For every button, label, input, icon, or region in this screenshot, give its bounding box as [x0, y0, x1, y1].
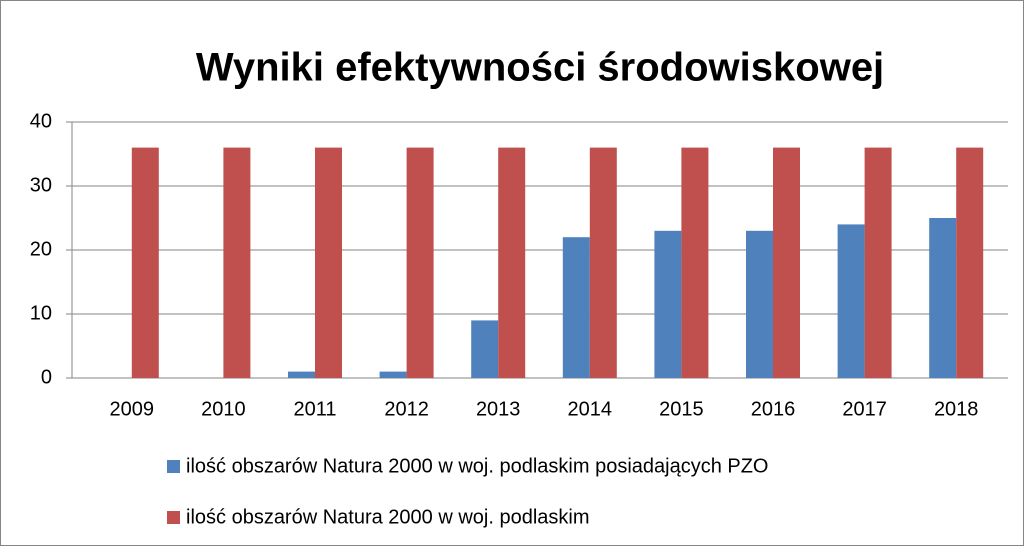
bar: [498, 147, 526, 378]
bar: [746, 230, 773, 378]
x-tick-label: 2017: [842, 398, 887, 420]
y-tick-label: 0: [41, 366, 52, 388]
legend-label: ilość obszarów Natura 2000 w woj. podlas…: [186, 455, 769, 477]
x-tick-label: 2012: [384, 398, 429, 420]
bar: [379, 371, 407, 378]
chart-title: Wyniki efektywności środowiskowej: [196, 46, 884, 90]
legend-swatch: [167, 460, 180, 473]
bar: [131, 147, 159, 378]
x-tick-label: 2010: [201, 398, 246, 420]
x-tick-label: 2016: [751, 398, 796, 420]
bar: [315, 147, 342, 378]
bar: [654, 230, 682, 378]
bar: [562, 237, 590, 378]
x-tick-label: 2018: [934, 398, 979, 420]
bar: [837, 224, 865, 378]
bar: [288, 371, 315, 378]
bar: [864, 147, 892, 378]
x-tick-label: 2015: [659, 398, 704, 420]
bar: [929, 218, 957, 378]
bar: [681, 147, 709, 378]
legend-label: ilość obszarów Natura 2000 w woj. podlas…: [186, 506, 590, 528]
bar: [773, 147, 800, 378]
y-tick-label: 20: [30, 238, 52, 260]
y-tick-label: 10: [30, 302, 52, 324]
bar: [956, 147, 984, 378]
y-tick-label: 30: [30, 174, 52, 196]
bar: [589, 147, 617, 378]
bar: [406, 147, 434, 378]
x-tick-label: 2014: [568, 398, 613, 420]
x-tick-label: 2011: [293, 398, 336, 420]
bar: [471, 320, 499, 378]
bar: [223, 147, 251, 378]
x-tick-label: 2009: [110, 398, 155, 420]
x-tick-label: 2013: [476, 398, 521, 420]
y-tick-label: 40: [30, 110, 52, 132]
legend-swatch: [167, 511, 180, 524]
